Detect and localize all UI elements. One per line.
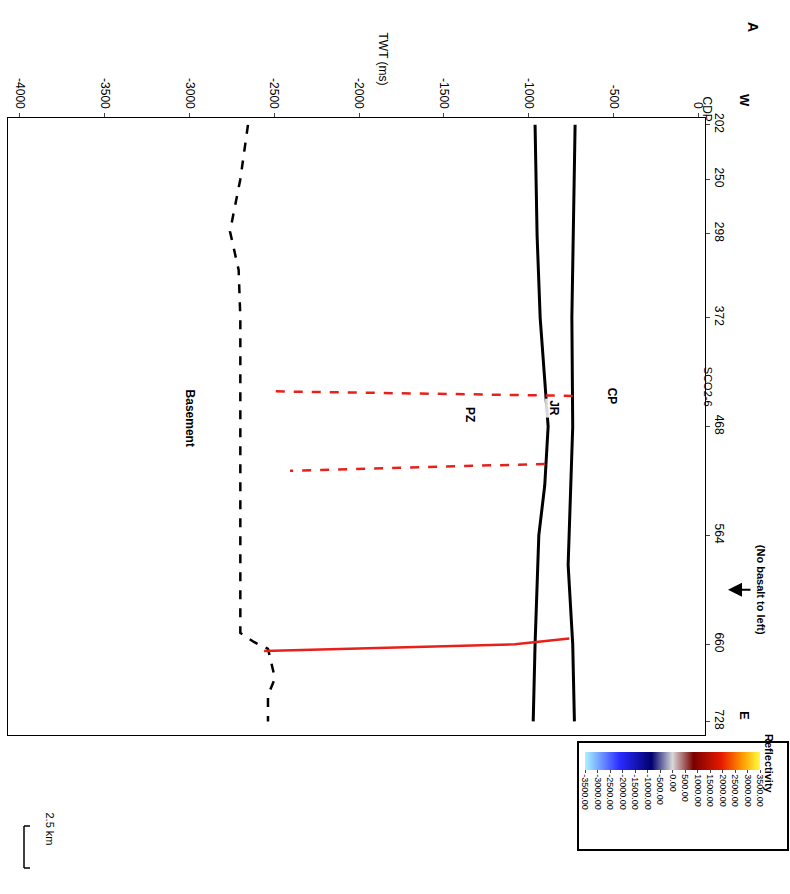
svg-text:-1000: -1000 [522, 78, 536, 109]
svg-text:Basement: Basement [183, 390, 197, 447]
svg-text:1000.00: 1000.00 [693, 774, 703, 807]
svg-text:-2500: -2500 [267, 78, 281, 109]
svg-text:500.00: 500.00 [680, 774, 690, 802]
svg-text:0: 0 [691, 102, 705, 109]
svg-text:A: A [745, 22, 761, 32]
svg-text:-500.00: -500.00 [655, 774, 665, 805]
svg-text:(No basalt to left): (No basalt to left) [755, 545, 767, 635]
svg-text:CP: CP [605, 388, 619, 405]
svg-text:PZ: PZ [463, 407, 477, 422]
svg-text:2000.00: 2000.00 [718, 774, 728, 807]
svg-text:-2000: -2000 [352, 78, 366, 109]
svg-text:CDP: CDP [700, 97, 714, 122]
svg-text:564: 564 [712, 524, 726, 544]
svg-text:298: 298 [712, 222, 726, 242]
svg-text:660: 660 [712, 632, 726, 652]
svg-text:468: 468 [712, 415, 726, 435]
svg-text:-1000.00: -1000.00 [643, 774, 653, 810]
svg-text:0.00: 0.00 [668, 774, 678, 792]
svg-text:250: 250 [712, 167, 726, 187]
svg-text:TWT (ms): TWT (ms) [376, 33, 390, 86]
svg-text:-3500.00: -3500.00 [580, 774, 590, 810]
svg-text:1500.00: 1500.00 [705, 774, 715, 807]
svg-text:3000.00: 3000.00 [743, 774, 753, 807]
svg-text:-2500.00: -2500.00 [605, 774, 615, 810]
svg-text:W: W [737, 94, 752, 107]
svg-text:-500: -500 [607, 85, 621, 109]
svg-text:JR: JR [547, 400, 561, 416]
svg-text:-1500: -1500 [437, 78, 451, 109]
svg-text:372: 372 [712, 306, 726, 326]
svg-text:202: 202 [712, 113, 726, 133]
svg-text:-1500.00: -1500.00 [630, 774, 640, 810]
svg-text:2500.00: 2500.00 [730, 774, 740, 807]
svg-text:-3000: -3000 [183, 78, 197, 109]
svg-text:3500.00: 3500.00 [755, 774, 765, 807]
svg-text:Reflectivity: Reflectivity [763, 734, 775, 794]
svg-text:2.5 km: 2.5 km [44, 813, 56, 846]
svg-text:-2000.00: -2000.00 [618, 774, 628, 810]
svg-text:-3000.00: -3000.00 [593, 774, 603, 810]
svg-text:SCO2-6: SCO2-6 [702, 367, 714, 407]
svg-text:-4000: -4000 [13, 78, 27, 109]
svg-text:-3500: -3500 [98, 78, 112, 109]
svg-text:E: E [737, 711, 752, 720]
svg-text:728: 728 [712, 710, 726, 730]
